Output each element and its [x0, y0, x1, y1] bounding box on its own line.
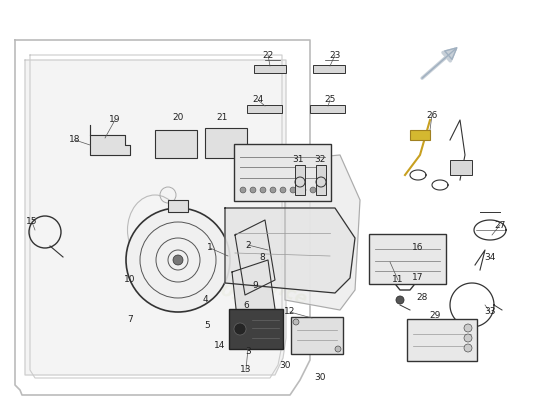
- Bar: [316, 165, 326, 195]
- FancyBboxPatch shape: [291, 317, 343, 354]
- Circle shape: [396, 296, 404, 304]
- Text: 1: 1: [207, 244, 213, 252]
- Text: 26: 26: [426, 110, 438, 120]
- Bar: [450, 160, 472, 175]
- Text: 9: 9: [252, 280, 258, 290]
- Circle shape: [280, 187, 286, 193]
- Circle shape: [293, 319, 299, 325]
- Polygon shape: [25, 60, 286, 375]
- Polygon shape: [90, 125, 130, 155]
- Bar: [310, 105, 345, 113]
- Text: 25: 25: [324, 96, 336, 104]
- Circle shape: [290, 187, 296, 193]
- Circle shape: [270, 187, 276, 193]
- Text: a passion
for details since
2005: a passion for details since 2005: [143, 212, 317, 328]
- Text: 30: 30: [314, 374, 326, 382]
- Circle shape: [234, 323, 246, 335]
- Polygon shape: [285, 155, 360, 310]
- Circle shape: [260, 187, 266, 193]
- Circle shape: [464, 324, 472, 332]
- Text: 13: 13: [240, 366, 252, 374]
- Polygon shape: [232, 260, 278, 345]
- Text: 29: 29: [430, 310, 441, 320]
- Text: 34: 34: [485, 254, 496, 262]
- Circle shape: [126, 208, 230, 312]
- Text: 3: 3: [245, 348, 251, 356]
- Text: 4: 4: [202, 296, 208, 304]
- Circle shape: [240, 187, 246, 193]
- Bar: [254, 65, 286, 73]
- Text: 19: 19: [109, 116, 121, 124]
- Polygon shape: [235, 220, 275, 295]
- FancyBboxPatch shape: [407, 319, 477, 361]
- Text: 30: 30: [279, 360, 291, 370]
- Text: 22: 22: [262, 50, 274, 60]
- Text: 31: 31: [292, 156, 304, 164]
- Text: 10: 10: [124, 276, 136, 284]
- Bar: [295, 165, 305, 195]
- Text: 27: 27: [494, 220, 505, 230]
- FancyBboxPatch shape: [369, 234, 446, 284]
- Text: 20: 20: [172, 114, 184, 122]
- Circle shape: [464, 334, 472, 342]
- Text: 33: 33: [484, 308, 496, 316]
- Circle shape: [464, 344, 472, 352]
- Text: 8: 8: [259, 254, 265, 262]
- Circle shape: [250, 187, 256, 193]
- Bar: [313, 65, 345, 73]
- Text: 7: 7: [127, 316, 133, 324]
- Text: 6: 6: [243, 300, 249, 310]
- Circle shape: [310, 187, 316, 193]
- Text: 2: 2: [245, 240, 251, 250]
- Circle shape: [335, 346, 341, 352]
- Text: 24: 24: [252, 96, 263, 104]
- Text: 23: 23: [329, 50, 340, 60]
- Text: 11: 11: [392, 276, 404, 284]
- Bar: [155, 130, 197, 158]
- Text: 5: 5: [204, 320, 210, 330]
- FancyBboxPatch shape: [234, 144, 331, 201]
- Text: 18: 18: [69, 136, 81, 144]
- Text: 17: 17: [412, 274, 424, 282]
- Bar: [168, 200, 188, 212]
- Text: 14: 14: [214, 340, 225, 350]
- Bar: [247, 105, 282, 113]
- Text: 15: 15: [26, 218, 38, 226]
- Polygon shape: [225, 208, 355, 293]
- Bar: [410, 130, 430, 140]
- Circle shape: [300, 187, 306, 193]
- Bar: [205, 128, 247, 158]
- Text: 12: 12: [284, 308, 296, 316]
- Text: 21: 21: [216, 112, 228, 122]
- Text: 16: 16: [412, 244, 424, 252]
- Circle shape: [173, 255, 183, 265]
- Text: 28: 28: [416, 294, 428, 302]
- FancyBboxPatch shape: [229, 309, 283, 349]
- Text: 32: 32: [314, 156, 326, 164]
